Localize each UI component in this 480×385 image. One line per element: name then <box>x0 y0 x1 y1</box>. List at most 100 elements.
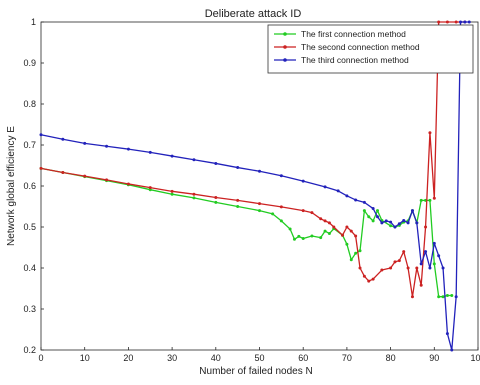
x-axis-label: Number of failed nodes N <box>199 366 312 377</box>
series-1-point <box>148 188 152 192</box>
series-2-point <box>428 131 432 135</box>
series-3-point <box>126 147 130 151</box>
series-3-point <box>83 141 87 145</box>
series-1-point <box>450 293 454 297</box>
y-tick-label: 0.4 <box>23 263 36 273</box>
series-1-point <box>389 224 393 228</box>
series-1-point <box>358 249 362 253</box>
series-3-point <box>402 218 406 222</box>
series-3-point <box>415 221 419 225</box>
series-2-point <box>258 202 261 206</box>
series-1-point <box>297 234 301 238</box>
x-tick-label: 60 <box>298 353 308 363</box>
series-2 <box>39 20 467 299</box>
series-3-point <box>454 295 458 299</box>
series-1-point <box>319 236 323 240</box>
series-1-point <box>310 234 314 238</box>
series-3-point <box>384 219 388 223</box>
x-tick-label: 50 <box>254 353 264 363</box>
series-2-point <box>126 182 130 186</box>
series-1-point <box>345 242 349 246</box>
series-3-point <box>236 166 240 170</box>
legend-label: The first connection method <box>301 29 406 39</box>
series-1-point <box>375 209 379 213</box>
legend-marker <box>283 32 287 36</box>
series-1-point <box>441 295 445 299</box>
series-1-point <box>279 219 283 223</box>
series-2-point <box>380 268 384 272</box>
series-1-point <box>323 229 327 233</box>
series-2-point <box>371 277 375 281</box>
series-1-point <box>437 295 441 299</box>
series-2-point <box>445 20 449 24</box>
x-axis-ticks: 0 10 20 30 40 50 60 70 80 90 100 <box>38 347 480 363</box>
series-2-point <box>389 266 393 270</box>
series-2-point <box>454 20 458 24</box>
series-1-point <box>214 200 218 204</box>
series-3-point <box>459 20 463 24</box>
series-1-point <box>258 209 261 213</box>
series-2-point <box>192 192 196 196</box>
series-2-point <box>402 250 406 254</box>
y-tick-label: 0.7 <box>23 140 36 150</box>
series-3-point <box>336 189 340 193</box>
series-3-point <box>375 215 379 219</box>
series-3-point <box>301 179 305 183</box>
series-1-point <box>236 205 240 208</box>
series-2-point <box>419 283 423 287</box>
series-2-point <box>319 217 323 221</box>
series-2-point <box>323 219 327 223</box>
series-1-point <box>367 215 371 219</box>
series-3-point <box>371 207 375 211</box>
series-3-point <box>397 222 401 226</box>
series-1-point <box>349 258 353 262</box>
series-3-point <box>445 332 449 336</box>
series-3-point <box>345 194 349 198</box>
y-tick-label: 0.3 <box>23 304 36 314</box>
legend-label: The second connection method <box>301 42 420 52</box>
series-3-point <box>39 133 43 137</box>
series-1-point <box>292 237 296 241</box>
series-2-point <box>367 279 371 283</box>
series-3-point <box>214 161 218 165</box>
series-3-point <box>441 266 445 270</box>
series-3-point <box>389 220 393 224</box>
x-tick-label: 100 <box>470 353 480 363</box>
x-tick-label: 70 <box>342 353 352 363</box>
x-tick-label: 10 <box>80 353 90 363</box>
series-2-point <box>279 205 283 209</box>
y-axis-ticks: 0.2 0.3 0.4 0.5 0.6 0.7 0.8 0.9 1 <box>23 17 44 355</box>
series-2-point <box>310 211 314 215</box>
series-2-point <box>410 295 414 299</box>
y-tick-label: 0.2 <box>23 345 36 355</box>
y-tick-label: 1 <box>31 17 36 27</box>
series-3-point <box>362 200 366 204</box>
series-3-point <box>393 225 397 229</box>
series-3 <box>39 20 471 352</box>
series-2-point <box>362 274 366 278</box>
series-1-point <box>170 192 174 196</box>
series-1-point <box>371 219 375 223</box>
series-2-point <box>393 260 397 264</box>
series-1-point <box>428 198 432 202</box>
series-3-point <box>437 254 441 258</box>
series-2-point <box>301 209 305 213</box>
series-2-point <box>424 225 428 229</box>
x-tick-label: 20 <box>123 353 133 363</box>
series-2-point <box>341 233 345 237</box>
series-2-point <box>349 229 353 233</box>
y-axis-label: Network global efficiency E <box>6 126 17 246</box>
series-1-point <box>288 227 292 231</box>
series-1-point <box>192 196 196 200</box>
legend: The first connection method The second co… <box>267 24 474 74</box>
y-tick-label: 0.9 <box>23 58 36 68</box>
series-1-point <box>419 198 423 202</box>
series-2-point <box>415 266 419 270</box>
series-2-line <box>40 21 465 298</box>
series-2-point <box>170 189 174 193</box>
legend-box <box>267 24 474 74</box>
series-2-point <box>61 170 65 174</box>
series-3-point <box>148 150 152 154</box>
series-3-point <box>170 154 174 158</box>
y-tick-label: 0.5 <box>23 222 36 232</box>
